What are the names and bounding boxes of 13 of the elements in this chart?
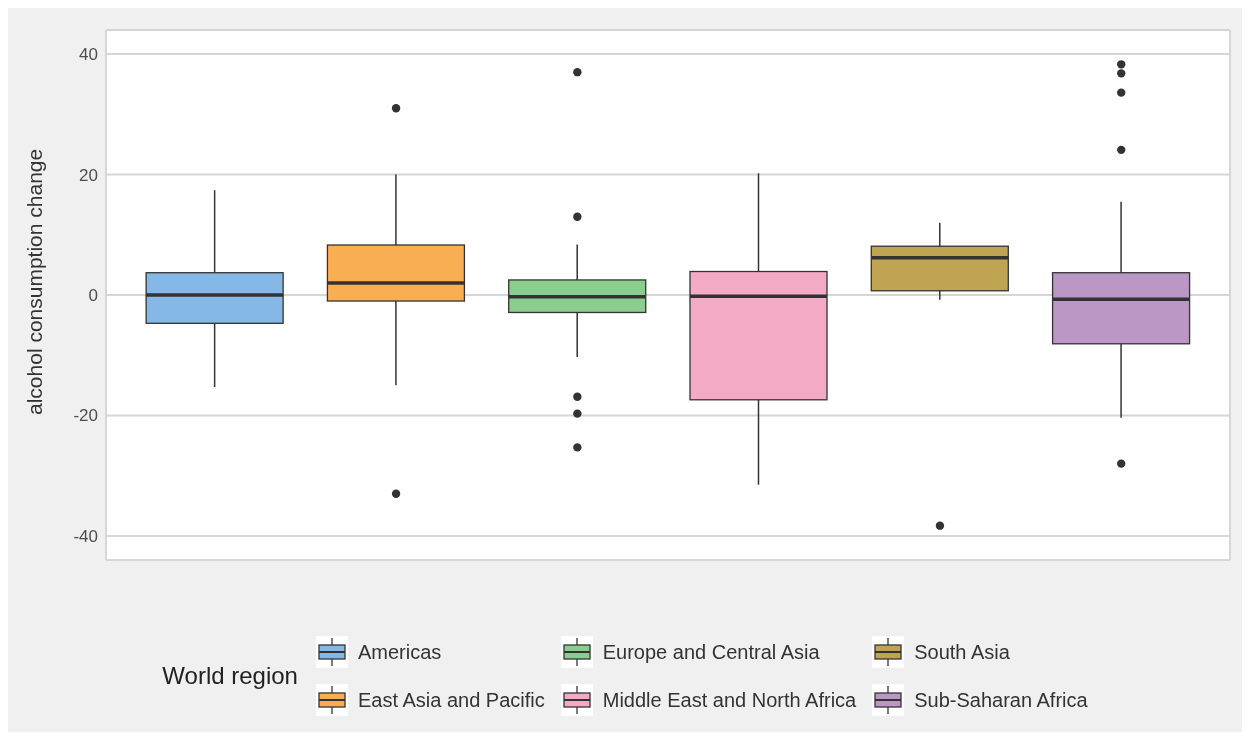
y-tick-label: -20 <box>73 406 98 426</box>
y-tick-label: 20 <box>79 165 98 185</box>
legend-label: East Asia and Pacific <box>357 688 545 712</box>
legend-label: Sub-Saharan Africa <box>914 688 1088 712</box>
legend-title: World region <box>162 662 298 690</box>
legend-label: South Asia <box>914 640 1010 664</box>
y-axis-title: alcohol consumption change <box>23 148 47 415</box>
legend-label: Americas <box>357 640 442 664</box>
y-tick-label: 0 <box>88 286 98 306</box>
y-tick-label: -40 <box>73 526 98 546</box>
legend-label: Europe and Central Asia <box>602 640 820 664</box>
y-tick-label: 40 <box>79 45 98 65</box>
legend-label: Middle East and North Africa <box>602 688 857 712</box>
